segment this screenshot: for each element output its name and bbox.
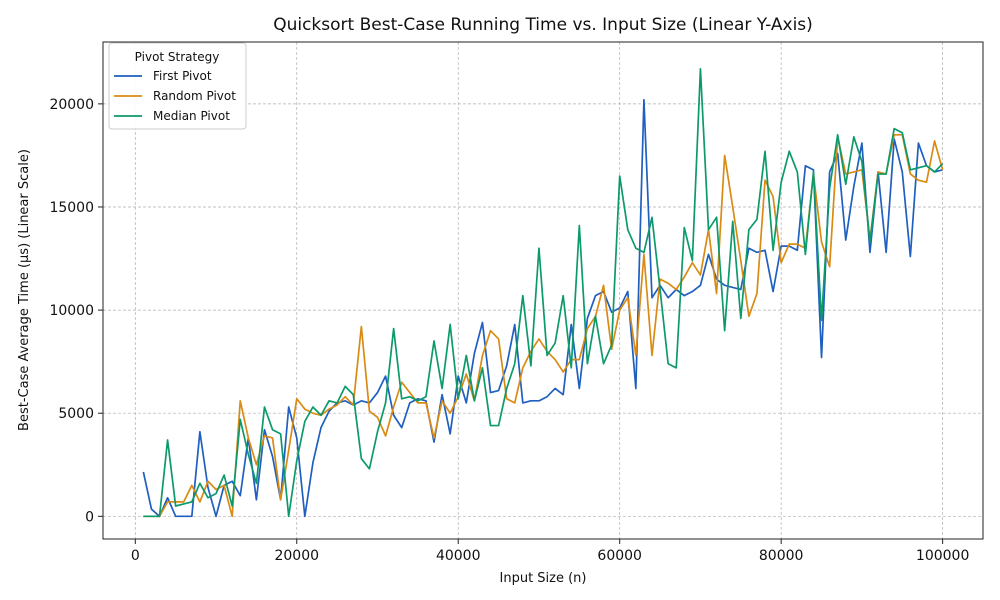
plot-frame xyxy=(102,41,984,540)
axes: 0 20000 40000 60000 80000 100000 0 5000 10000 150… xyxy=(49,97,969,564)
x-tick-label: 20000 xyxy=(274,548,319,564)
x-tick-label: 60000 xyxy=(597,548,642,564)
legend-title: Pivot Strategy xyxy=(135,50,220,64)
x-axis-title: Input Size (n) xyxy=(500,571,587,586)
legend: Pivot Strategy First Pivot Random Pivot Me… xyxy=(108,42,247,130)
x-tick-label: 100000 xyxy=(916,548,969,564)
y-tick-label: 15000 xyxy=(49,200,94,216)
series-layer xyxy=(142,67,944,518)
legend-label-random-pivot: Random Pivot xyxy=(153,89,236,103)
y-tick-label: 20000 xyxy=(49,97,94,113)
x-tick-label: 0 xyxy=(131,548,140,564)
series-line-first-pivot xyxy=(142,98,943,518)
legend-label-median-pivot: Median Pivot xyxy=(153,109,230,123)
y-tick-label: 5000 xyxy=(58,406,94,422)
series-line-median-pivot xyxy=(143,67,944,518)
y-tick-label: 10000 xyxy=(49,303,94,319)
y-axis-title: Best-Case Average Time (μs) (Linear Scal… xyxy=(17,149,32,431)
legend-box xyxy=(108,42,247,130)
y-tick-label: 0 xyxy=(85,509,94,525)
chart-title: Quicksort Best-Case Running Time vs. Inp… xyxy=(273,15,813,35)
legend-items: First Pivot Random Pivot Median Pivot xyxy=(114,69,236,123)
legend-label-first-pivot: First Pivot xyxy=(153,69,212,83)
x-tick-label: 40000 xyxy=(436,548,481,564)
x-tick-label: 80000 xyxy=(759,548,804,564)
